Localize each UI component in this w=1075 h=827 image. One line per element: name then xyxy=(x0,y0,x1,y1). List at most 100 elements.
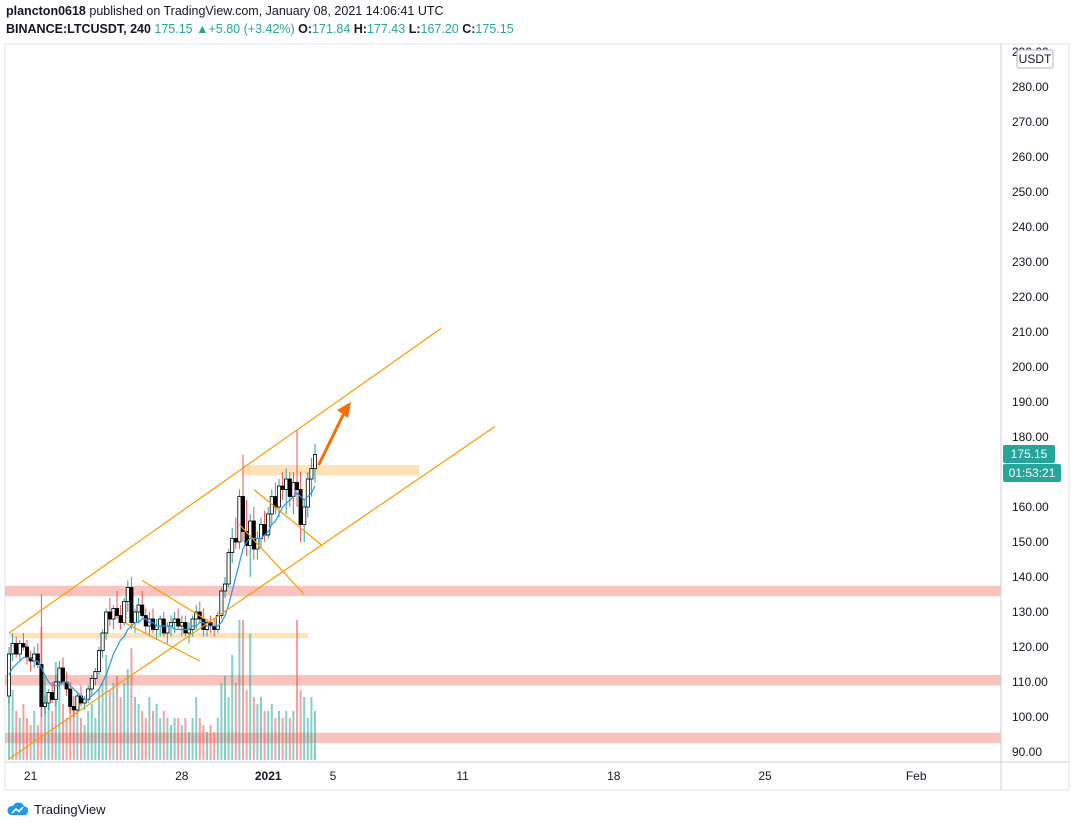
candle[interactable] xyxy=(104,608,109,641)
candle[interactable] xyxy=(125,580,130,613)
candle[interactable] xyxy=(176,608,181,630)
candle[interactable] xyxy=(107,598,112,626)
candle[interactable] xyxy=(179,615,184,637)
candle[interactable] xyxy=(61,657,66,686)
candle[interactable] xyxy=(86,685,91,704)
candle[interactable] xyxy=(71,696,76,717)
candle[interactable] xyxy=(248,514,253,577)
price-tick-label: 90.00 xyxy=(1012,745,1042,759)
flag2-lower-line[interactable] xyxy=(238,524,305,595)
volume-bar xyxy=(267,711,270,760)
candle[interactable] xyxy=(14,636,19,658)
candle[interactable] xyxy=(28,650,33,672)
candle-body xyxy=(233,538,238,543)
price-axis[interactable]: 90.00 100.00 110.00 120.00 130.00 140.00 150.0… xyxy=(1012,45,1049,759)
candle-body xyxy=(118,615,123,623)
flag2-upper-line[interactable] xyxy=(253,489,323,546)
volume-bar xyxy=(105,655,108,760)
price-tick-label: 240.00 xyxy=(1012,220,1049,234)
candle[interactable] xyxy=(39,594,44,718)
trend-arrow-icon[interactable] xyxy=(337,402,351,418)
candle[interactable] xyxy=(269,489,274,525)
candle[interactable] xyxy=(111,605,116,630)
candle[interactable] xyxy=(237,489,242,550)
candle[interactable] xyxy=(222,577,227,598)
candle[interactable] xyxy=(298,472,303,542)
candle[interactable] xyxy=(233,517,238,550)
flag1-lower-line[interactable] xyxy=(123,621,201,662)
trend-arrow-shaft[interactable] xyxy=(317,410,347,466)
channel-lower-line[interactable] xyxy=(8,426,496,760)
candle[interactable] xyxy=(32,647,37,668)
price-tick-label: 130.00 xyxy=(1012,605,1049,619)
candle[interactable] xyxy=(100,629,105,658)
flag1-upper-line[interactable] xyxy=(141,579,211,624)
countdown-label: 01:53:21 xyxy=(1009,466,1056,480)
candle[interactable] xyxy=(122,598,127,626)
candle[interactable] xyxy=(312,444,317,483)
candle[interactable] xyxy=(280,472,285,500)
candle[interactable] xyxy=(291,472,296,514)
candle[interactable] xyxy=(183,615,188,637)
candle[interactable] xyxy=(161,612,166,637)
candle[interactable] xyxy=(136,598,141,623)
candle[interactable] xyxy=(93,668,98,686)
candle[interactable] xyxy=(35,643,40,669)
volume-bar xyxy=(144,718,147,760)
candle[interactable] xyxy=(53,675,58,707)
channel-upper-line[interactable] xyxy=(8,328,442,634)
volume-bar xyxy=(256,704,259,760)
volume-bar xyxy=(288,718,291,760)
candle[interactable] xyxy=(10,633,15,661)
candle[interactable] xyxy=(140,591,145,619)
candle-body xyxy=(50,692,55,700)
candle-body xyxy=(230,538,235,553)
candle[interactable] xyxy=(24,640,29,665)
candle[interactable] xyxy=(132,608,137,634)
candle[interactable] xyxy=(309,458,314,497)
candle[interactable] xyxy=(129,577,134,630)
candle[interactable] xyxy=(208,615,213,634)
candle[interactable] xyxy=(186,622,191,644)
candle[interactable] xyxy=(17,640,22,661)
candle[interactable] xyxy=(21,633,26,651)
candle[interactable] xyxy=(273,482,278,515)
candle[interactable] xyxy=(244,500,249,556)
candle[interactable] xyxy=(302,500,307,542)
time-tick-label: 28 xyxy=(175,769,189,783)
support-zone-red-2[interactable] xyxy=(5,675,1001,686)
candle[interactable] xyxy=(97,647,102,675)
candle[interactable] xyxy=(147,612,152,637)
candle-body xyxy=(89,678,94,690)
price-chart[interactable]: 90.00 100.00 110.00 120.00 130.00 140.00 150.0… xyxy=(0,40,1075,795)
candle[interactable] xyxy=(150,608,155,634)
candle[interactable] xyxy=(230,528,235,563)
candle[interactable] xyxy=(197,601,202,623)
candle[interactable] xyxy=(89,675,94,696)
candle[interactable] xyxy=(258,517,263,550)
support-zone-red-1[interactable] xyxy=(5,585,1001,597)
volume-bar xyxy=(58,676,61,760)
volume-bar xyxy=(299,690,302,760)
candle[interactable] xyxy=(118,605,123,630)
candle[interactable] xyxy=(305,472,310,518)
support-zone-red-3[interactable] xyxy=(5,732,1001,744)
candle[interactable] xyxy=(266,507,271,539)
candle[interactable] xyxy=(262,510,267,543)
candle[interactable] xyxy=(115,591,120,619)
price-tick-label: 120.00 xyxy=(1012,640,1049,654)
time-axis[interactable]: 21 28 2021 5 11 18 25 Feb xyxy=(24,769,927,783)
candle[interactable] xyxy=(75,692,80,714)
candle[interactable] xyxy=(68,682,73,714)
support-zone-orange[interactable] xyxy=(9,633,308,639)
candle[interactable] xyxy=(276,479,281,518)
candle[interactable] xyxy=(43,696,48,714)
resistance-zone-orange[interactable] xyxy=(243,465,420,476)
candle[interactable] xyxy=(251,507,256,560)
close-label: C: xyxy=(462,22,476,36)
footer-brand[interactable]: TradingView xyxy=(6,799,106,819)
candle[interactable] xyxy=(226,549,231,588)
candle[interactable] xyxy=(46,689,51,710)
candle[interactable] xyxy=(240,454,245,543)
candle[interactable] xyxy=(294,430,299,507)
